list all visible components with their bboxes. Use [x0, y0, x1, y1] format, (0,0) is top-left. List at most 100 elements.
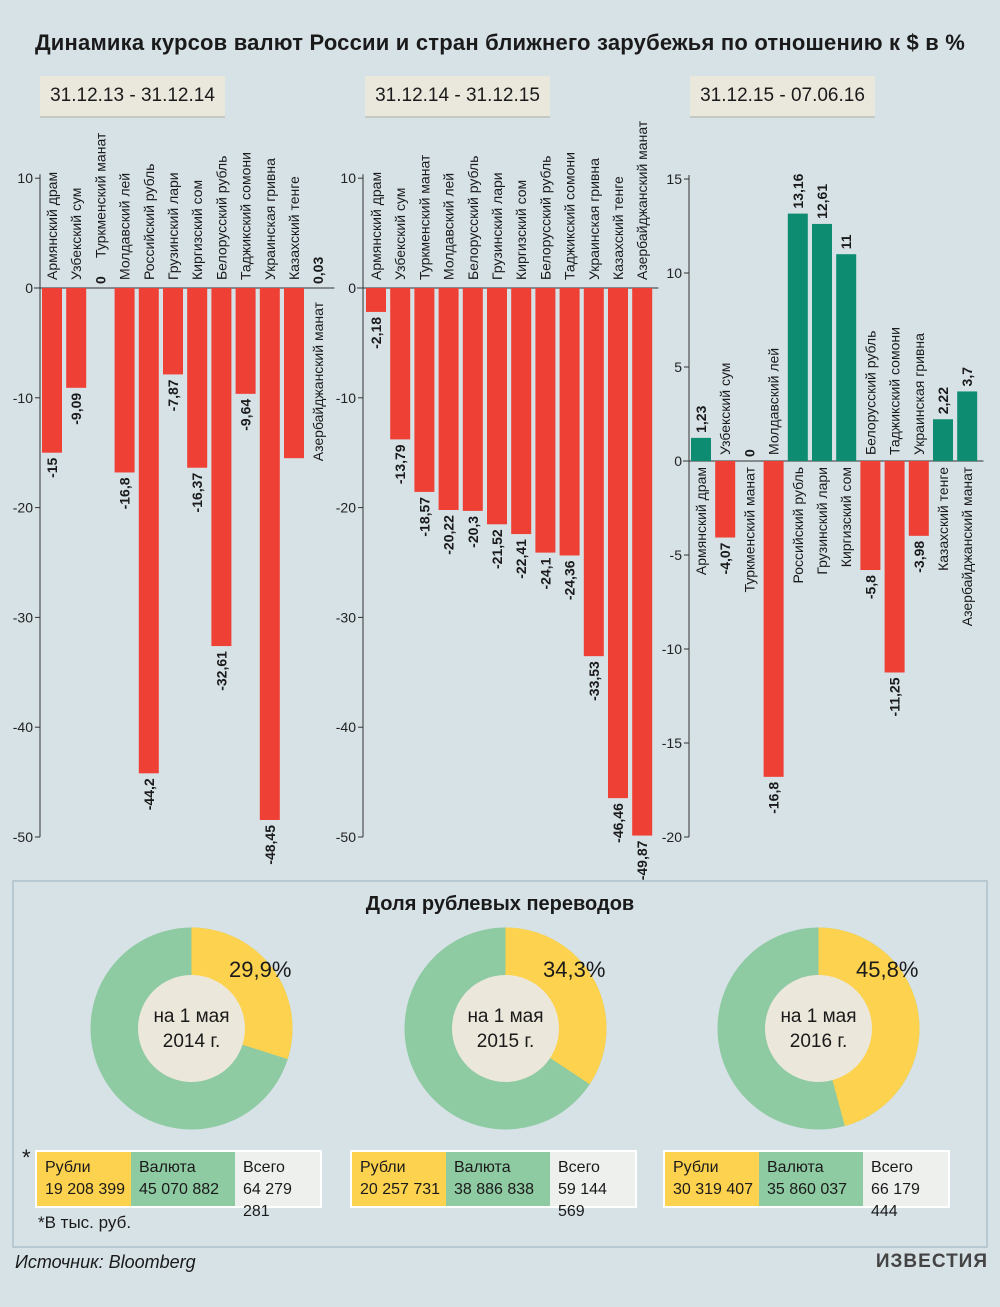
footnote-star: * — [22, 1145, 31, 1170]
rub-label: Рубли — [360, 1159, 406, 1176]
category-label: Казахский тенге — [286, 176, 302, 280]
category-label: Белорусский рубль — [537, 156, 553, 280]
bar — [42, 288, 62, 453]
y-tick-label: 0 — [25, 280, 33, 296]
category-label: Грузинский лари — [165, 172, 181, 280]
bar — [715, 461, 736, 538]
y-tick-label: -15 — [662, 735, 682, 751]
totals-table-2015: Рубли 20 257 731 Валюта 38 886 838 Всего… — [350, 1150, 637, 1220]
value-label: 0 — [92, 276, 108, 284]
rub-share-label: 45,8% — [856, 957, 919, 982]
category-label: Таджикский сомони — [238, 152, 254, 280]
y-tick-label: -20 — [662, 829, 682, 845]
bar — [66, 288, 87, 388]
value-label: -3,98 — [911, 541, 927, 573]
category-label: Белорусский рубль — [465, 156, 481, 280]
category-label: Украинская гривна — [911, 333, 927, 455]
currency-value: 35 860 037 — [767, 1181, 848, 1198]
category-label: Украинская гривна — [586, 158, 602, 280]
period-label-1: 31.12.13 - 31.12.14 — [40, 76, 225, 118]
category-label: Армянский драм — [44, 172, 60, 280]
rub-cell: Рубли 20 257 731 — [352, 1152, 446, 1206]
currency-cell: Валюта 38 886 838 — [446, 1152, 550, 1206]
period-label-3: 31.12.15 - 07.06.16 — [690, 76, 875, 118]
donut-2016: на 1 мая 2016 г. 45,8% — [717, 923, 920, 1134]
value-label: -22,41 — [513, 539, 529, 579]
bar — [763, 461, 784, 777]
value-label: -24,36 — [562, 560, 578, 600]
bar — [884, 461, 905, 673]
value-label: 0,03 — [310, 257, 326, 284]
bar — [812, 223, 832, 461]
rub-value: 20 257 731 — [360, 1181, 441, 1198]
total-cell: Всего 59 144 569 — [550, 1152, 635, 1220]
bar-chart-1: 10 0 -10 -20 -30 -40 -50 -15 Армянский драм -9,09… — [13, 132, 335, 865]
rub-cell: Рубли 30 319 407 — [665, 1152, 759, 1206]
total-value: 59 144 569 — [558, 1181, 607, 1220]
rub-cell: Рубли 19 208 399 — [37, 1152, 131, 1206]
currency-label: Валюта — [454, 1159, 511, 1176]
category-label: Азербайджанский манат — [959, 466, 975, 626]
rub-value: 30 319 407 — [673, 1181, 754, 1198]
bar — [836, 254, 857, 461]
y-tick-label: -50 — [13, 829, 33, 845]
value-label: -18,57 — [416, 497, 432, 537]
value-label: -13,79 — [392, 444, 408, 484]
category-label: Таджикский сомони — [562, 152, 578, 280]
donut-caption: на 1 мая — [780, 1005, 857, 1027]
bar — [559, 288, 580, 556]
donut-center-2016: на 1 мая 2016 г. — [765, 975, 872, 1082]
total-value: 66 179 444 — [871, 1181, 920, 1220]
totals-table-2014: Рубли 19 208 399 Валюта 45 070 882 Всего… — [35, 1150, 322, 1220]
value-label: -4,07 — [717, 542, 733, 574]
donut-center-2014: на 1 мая 2014 г. — [138, 975, 245, 1082]
y-tick-label: 0 — [348, 280, 356, 296]
bar — [908, 461, 929, 536]
value-label: -5,8 — [862, 575, 878, 599]
total-label: Всего — [243, 1159, 285, 1176]
y-tick-label: -40 — [336, 719, 356, 735]
donut-year: 2014 г. — [162, 1030, 221, 1052]
value-label: 11 — [838, 234, 854, 249]
rub-value: 19 208 399 — [45, 1181, 126, 1198]
category-label: Молдавский лей — [441, 173, 457, 280]
value-label: 0 — [741, 449, 757, 457]
value-label: 2,22 — [935, 387, 951, 414]
bar — [511, 288, 532, 535]
y-tick-label: -40 — [13, 719, 33, 735]
bar-chart-3: 15 10 5 0 -5 -10 -15 -20 1,23 Армянский драм -4,07… — [662, 171, 984, 845]
donut-2015: на 1 мая 2015 г. 34,3% — [404, 923, 607, 1134]
value-label: 1,23 — [693, 405, 709, 432]
y-tick-label: -10 — [13, 390, 33, 406]
category-label: Российский рубль — [141, 164, 157, 280]
category-label: Узбекский сум — [392, 188, 408, 280]
y-tick-label: -20 — [336, 500, 356, 516]
value-label: 3,7 — [959, 367, 975, 387]
bar — [933, 419, 953, 461]
y-tick-label: 5 — [674, 359, 682, 375]
value-label: -48,45 — [262, 825, 278, 865]
bar — [787, 213, 808, 461]
bar — [691, 437, 711, 461]
value-label: -46,46 — [610, 803, 626, 843]
bar — [438, 288, 459, 511]
category-label: Грузинский лари — [489, 172, 505, 280]
y-tick-label: -50 — [336, 829, 356, 845]
y-tick-label: 10 — [340, 170, 356, 186]
category-label: Казахский тенге — [610, 176, 626, 280]
value-label: -49,87 — [634, 840, 650, 880]
bar — [211, 288, 232, 647]
currency-label: Валюта — [139, 1159, 196, 1176]
category-label: Туркменский манат — [741, 466, 757, 592]
bar — [462, 288, 483, 511]
bar — [259, 288, 280, 820]
value-label: -15 — [44, 457, 60, 477]
category-label: Туркменский манат — [416, 154, 432, 280]
value-label: -24,1 — [537, 557, 553, 589]
currency-value: 38 886 838 — [454, 1181, 535, 1198]
value-label: -9,09 — [68, 393, 84, 425]
category-label: Киргизский сом — [838, 467, 854, 567]
category-label: Белорусский рубль — [213, 156, 229, 280]
bar — [138, 288, 159, 774]
category-label: Украинская гривна — [262, 158, 278, 280]
